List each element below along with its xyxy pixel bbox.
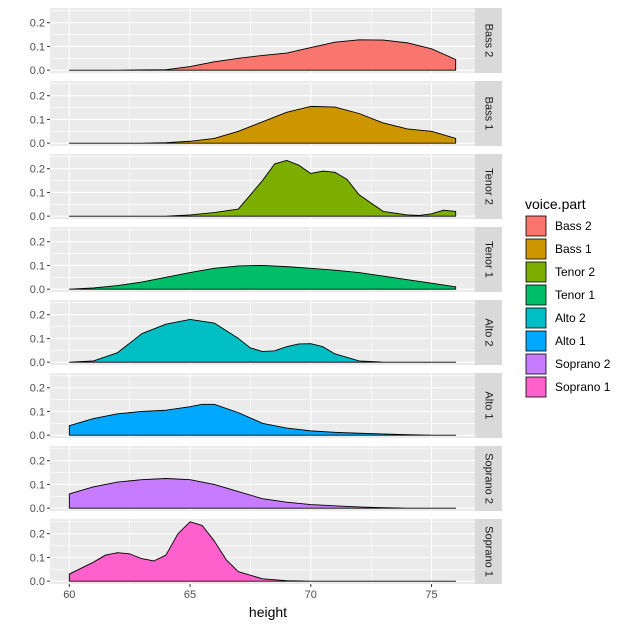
y-tick-label: 0.1 <box>30 479 45 491</box>
y-tick-label: 0.2 <box>30 456 45 468</box>
density-area <box>68 159 457 217</box>
density-area <box>68 319 457 363</box>
y-tick-label: 0.2 <box>30 91 45 103</box>
y-tick-label: 0.2 <box>30 529 45 541</box>
facet-panels: 0.0 0.1 0.2 Bass 2 0.0 0.1 0.2 Bass 1 0.0 0.1 0.2 T… <box>30 8 502 588</box>
facet-strip-label: Alto 2 <box>483 318 495 346</box>
facet-strip-label: Tenor 2 <box>483 168 495 205</box>
legend-item: Soprano 2 <box>525 353 611 375</box>
legend-swatch <box>525 330 547 352</box>
x-axis: 60 65 70 75 <box>63 584 438 601</box>
facet-strip <box>475 154 502 219</box>
y-tick-label: 0.0 <box>30 503 45 515</box>
facet-strip <box>475 300 502 365</box>
legend-swatch <box>525 261 547 283</box>
density-area <box>68 521 457 582</box>
y-tick-label: 0.1 <box>30 114 45 126</box>
facet-panel: 0.0 0.1 0.2 Tenor 1 <box>30 227 502 296</box>
facet-panel: 0.0 0.1 0.2 Alto 2 <box>30 300 502 369</box>
legend-item: Alto 1 <box>525 330 586 352</box>
density-area <box>68 264 457 290</box>
y-tick-label: 0.1 <box>30 406 45 418</box>
y-tick-label: 0.0 <box>30 211 45 223</box>
facet-strip <box>475 8 502 73</box>
y-tick-label: 0.1 <box>30 260 45 272</box>
x-tick-label: 75 <box>425 589 437 601</box>
y-tick-label: 0.1 <box>30 552 45 564</box>
legend-label: Soprano 1 <box>555 380 611 394</box>
y-tick-label: 0.2 <box>30 383 45 395</box>
legend-item: Alto 2 <box>525 307 586 329</box>
density-area <box>68 403 457 436</box>
y-tick-label: 0.1 <box>30 333 45 345</box>
facet-strip-label: Soprano 2 <box>483 453 495 504</box>
density-area <box>68 105 457 144</box>
legend-item: Tenor 1 <box>525 284 595 306</box>
legend-label: Tenor 2 <box>555 265 595 279</box>
facet-strip <box>475 81 502 146</box>
facet-panel: 0.0 0.1 0.2 Soprano 1 <box>30 519 502 588</box>
y-tick-label: 0.0 <box>30 284 45 296</box>
facet-strip <box>475 227 502 292</box>
density-area <box>68 478 457 509</box>
facet-panel: 0.0 0.1 0.2 Soprano 2 <box>30 446 502 515</box>
legend-label: Bass 1 <box>555 242 592 256</box>
legend: voice.part Bass 2 Bass 1 Tenor 2 Tenor 1 Alt… <box>525 196 611 398</box>
x-tick-label: 65 <box>184 589 196 601</box>
legend-item: Bass 1 <box>525 238 592 260</box>
density-area <box>68 39 457 71</box>
legend-label: Alto 2 <box>555 311 586 325</box>
y-tick-label: 0.0 <box>30 576 45 588</box>
facet-strip-label: Bass 2 <box>483 24 495 58</box>
legend-swatch <box>525 284 547 306</box>
y-tick-label: 0.1 <box>30 187 45 199</box>
legend-item: Tenor 2 <box>525 261 595 283</box>
legend-swatch <box>525 238 547 260</box>
facet-panel: 0.0 0.1 0.2 Alto 1 <box>30 373 502 442</box>
y-tick-label: 0.0 <box>30 430 45 442</box>
y-tick-label: 0.0 <box>30 357 45 369</box>
y-tick-label: 0.1 <box>30 41 45 53</box>
x-tick-label: 60 <box>63 589 75 601</box>
facet-strip-label: Tenor 1 <box>483 241 495 278</box>
facet-panel: 0.0 0.1 0.2 Tenor 2 <box>30 154 502 223</box>
facet-strip-label: Bass 1 <box>483 97 495 131</box>
legend-swatch <box>525 353 547 375</box>
x-axis-title: height <box>249 604 287 620</box>
facet-strip <box>475 373 502 438</box>
facet-panel: 0.0 0.1 0.2 Bass 1 <box>30 81 502 150</box>
legend-swatch <box>525 307 547 329</box>
facet-strip-label: Soprano 1 <box>483 526 495 577</box>
y-tick-label: 0.2 <box>30 310 45 322</box>
legend-label: Soprano 2 <box>555 357 611 371</box>
y-tick-label: 0.0 <box>30 65 45 77</box>
facet-strip <box>475 446 502 511</box>
legend-item: Soprano 1 <box>525 376 611 398</box>
y-tick-label: 0.2 <box>30 18 45 30</box>
legend-label: Bass 2 <box>555 219 592 233</box>
y-tick-label: 0.2 <box>30 164 45 176</box>
y-tick-label: 0.2 <box>30 237 45 249</box>
x-tick-label: 70 <box>305 589 317 601</box>
facet-panel: 0.0 0.1 0.2 Bass 2 <box>30 8 502 77</box>
legend-swatch <box>525 376 547 398</box>
y-tick-label: 0.0 <box>30 138 45 150</box>
legend-item: Bass 2 <box>525 215 592 237</box>
legend-swatch <box>525 215 547 237</box>
facet-strip-label: Alto 1 <box>483 391 495 419</box>
facet-strip <box>475 519 502 584</box>
legend-label: Alto 1 <box>555 334 586 348</box>
legend-title: voice.part <box>525 196 586 212</box>
legend-label: Tenor 1 <box>555 288 595 302</box>
